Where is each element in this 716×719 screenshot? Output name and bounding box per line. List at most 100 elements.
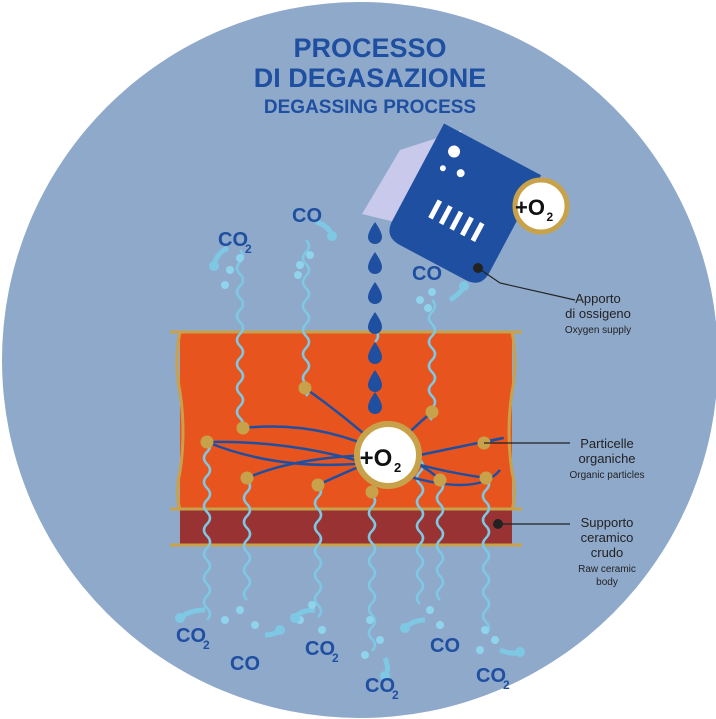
arrow-head xyxy=(290,613,300,623)
beaker xyxy=(362,123,542,283)
bubble xyxy=(491,636,499,644)
callout-text: ceramico xyxy=(581,530,634,545)
drop xyxy=(368,370,382,392)
arrow-head xyxy=(380,671,390,681)
badge-sub: 2 xyxy=(394,460,401,475)
bubble xyxy=(376,636,384,644)
bubble xyxy=(436,621,444,629)
wave xyxy=(367,494,377,652)
gas-label: CO xyxy=(292,205,322,227)
subtitle: DEGASSING PROCESS xyxy=(264,97,476,118)
gas-label: CO xyxy=(218,229,248,251)
gas-label: CO xyxy=(430,635,460,657)
drop xyxy=(368,392,382,414)
badge-text: +O xyxy=(515,195,545,220)
callout-text: Particelle xyxy=(580,436,633,451)
particle xyxy=(298,381,312,395)
particle xyxy=(236,421,250,435)
arrow-head xyxy=(327,231,337,241)
bubble xyxy=(318,626,326,634)
ceramic-body xyxy=(180,510,512,545)
particle xyxy=(311,478,325,492)
gas-label: CO xyxy=(230,653,260,675)
particle xyxy=(200,435,214,449)
bubble xyxy=(308,601,316,609)
arrow-head xyxy=(175,613,185,623)
bubble xyxy=(221,616,229,624)
arrow-head xyxy=(209,261,219,271)
particle xyxy=(479,471,493,485)
drop xyxy=(368,312,382,334)
bubble xyxy=(426,606,434,614)
badge-text: +O xyxy=(360,445,393,472)
callout-english: Oxygen supply xyxy=(565,325,631,336)
drop xyxy=(368,282,382,304)
bubble xyxy=(476,646,484,654)
bubbles xyxy=(175,231,525,681)
wave xyxy=(415,459,425,605)
gas-label-sub: 2 xyxy=(245,242,252,256)
wave xyxy=(242,479,252,601)
arrow-head xyxy=(459,281,469,291)
wave xyxy=(435,479,445,601)
gas-label: CO xyxy=(176,625,206,647)
badge-sub: 2 xyxy=(547,210,554,224)
drop xyxy=(368,342,382,364)
oxygen-badge xyxy=(354,421,422,489)
bubble xyxy=(306,251,314,259)
arrow-head xyxy=(515,647,525,657)
bubble xyxy=(428,288,436,296)
bubble xyxy=(236,254,244,262)
bubble xyxy=(361,651,369,659)
callout-english: body xyxy=(596,577,618,588)
particle xyxy=(425,405,439,419)
gas-label-sub: 2 xyxy=(503,678,510,692)
gas-label-sub: 2 xyxy=(392,688,399,702)
wave xyxy=(235,249,245,431)
wave xyxy=(301,239,311,397)
gas-label: CO xyxy=(476,665,506,687)
oxygen-badge xyxy=(512,177,570,235)
callout-text: organiche xyxy=(578,451,635,466)
gas-label-sub: 2 xyxy=(203,638,210,652)
particle xyxy=(365,485,379,499)
drop xyxy=(368,222,382,244)
bubble xyxy=(366,616,374,624)
callout-text: crudo xyxy=(591,545,624,560)
layer-borders xyxy=(170,330,522,547)
oxygen-drops xyxy=(368,222,382,414)
bubble xyxy=(226,266,234,274)
callout-english: Raw ceramic xyxy=(578,564,636,575)
organic-particles xyxy=(200,381,493,499)
callout-text: Supporto xyxy=(581,515,634,530)
particle xyxy=(240,471,254,485)
gas-label-sub: 2 xyxy=(332,651,339,665)
bubble xyxy=(416,296,424,304)
arrow-head xyxy=(400,623,410,633)
bubble xyxy=(294,271,302,279)
gas-label: CO xyxy=(305,638,335,660)
wave xyxy=(202,439,212,621)
arrow-head xyxy=(275,625,285,635)
bubble xyxy=(221,281,229,289)
bubble xyxy=(236,606,244,614)
wave xyxy=(481,477,491,635)
bubble xyxy=(296,261,304,269)
title: DI DEGASAZIONE xyxy=(254,63,487,93)
drop xyxy=(368,252,382,274)
wave xyxy=(313,484,323,618)
callout-text: Apporto xyxy=(575,291,621,306)
title: PROCESSO xyxy=(293,33,446,63)
gas-label: CO xyxy=(412,263,442,285)
callout-english: Organic particles xyxy=(569,470,644,481)
gas-label: CO xyxy=(365,675,395,697)
glaze-layer xyxy=(180,332,512,510)
bubble xyxy=(481,626,489,634)
wave xyxy=(427,299,437,421)
leader-lines xyxy=(477,267,576,525)
bubble xyxy=(251,621,259,629)
particle xyxy=(433,473,447,487)
leader-dot xyxy=(493,519,503,529)
callout-text: di ossigeno xyxy=(565,306,631,321)
